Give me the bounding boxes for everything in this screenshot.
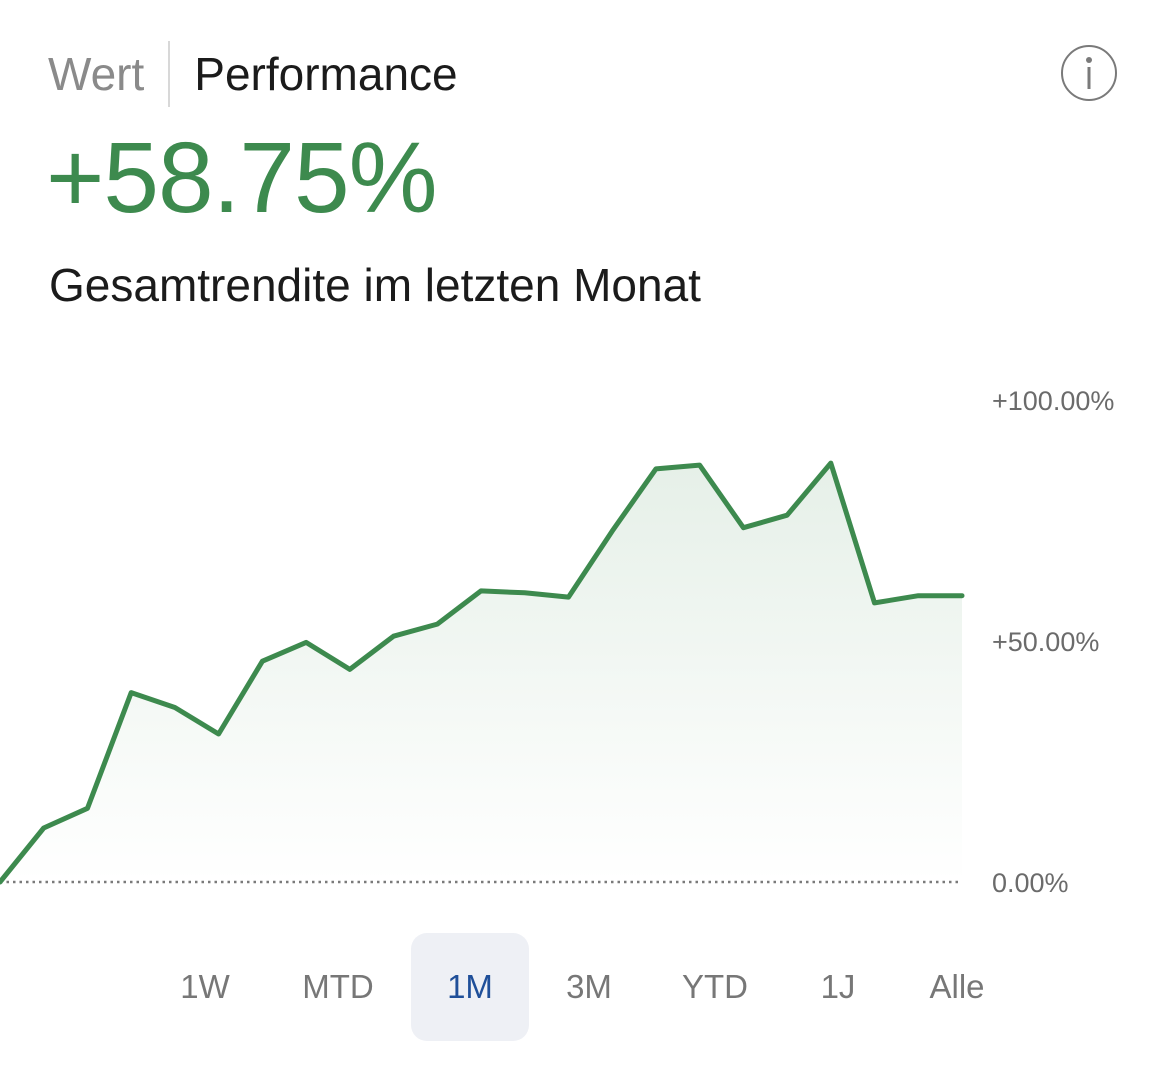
range-button-alle[interactable]: Alle xyxy=(929,968,985,1005)
performance-value: +58.75% xyxy=(46,122,438,234)
info-button[interactable] xyxy=(1061,45,1117,101)
performance-chart: +100.00% +50.00% 0.00% xyxy=(0,386,1114,898)
range-button-3m[interactable]: 3M xyxy=(566,968,612,1005)
performance-line xyxy=(0,460,965,885)
tab-divider xyxy=(168,41,171,107)
performance-area xyxy=(0,463,962,882)
time-range-selector: 1W MTD 1M 3M YTD 1J Alle xyxy=(0,933,1170,1041)
view-tabs: Wert Performance xyxy=(48,40,458,108)
y-axis-ticks: +100.00% +50.00% 0.00% xyxy=(992,386,1114,898)
tab-wert[interactable]: Wert xyxy=(48,48,145,100)
range-button-1w[interactable]: 1W xyxy=(180,968,230,1005)
range-button-mtd[interactable]: MTD xyxy=(302,968,374,1005)
y-tick-label: 0.00% xyxy=(992,868,1069,898)
range-button-ytd[interactable]: YTD xyxy=(682,968,748,1005)
y-tick-label: +100.00% xyxy=(992,386,1114,416)
y-tick-label: +50.00% xyxy=(992,627,1099,657)
info-icon xyxy=(1086,57,1092,89)
range-button-1m[interactable]: 1M xyxy=(411,933,529,1041)
range-button-1j[interactable]: 1J xyxy=(820,968,856,1005)
performance-caption: Gesamtrendite im letzten Monat xyxy=(49,259,701,311)
tab-performance[interactable]: Performance xyxy=(194,48,458,100)
